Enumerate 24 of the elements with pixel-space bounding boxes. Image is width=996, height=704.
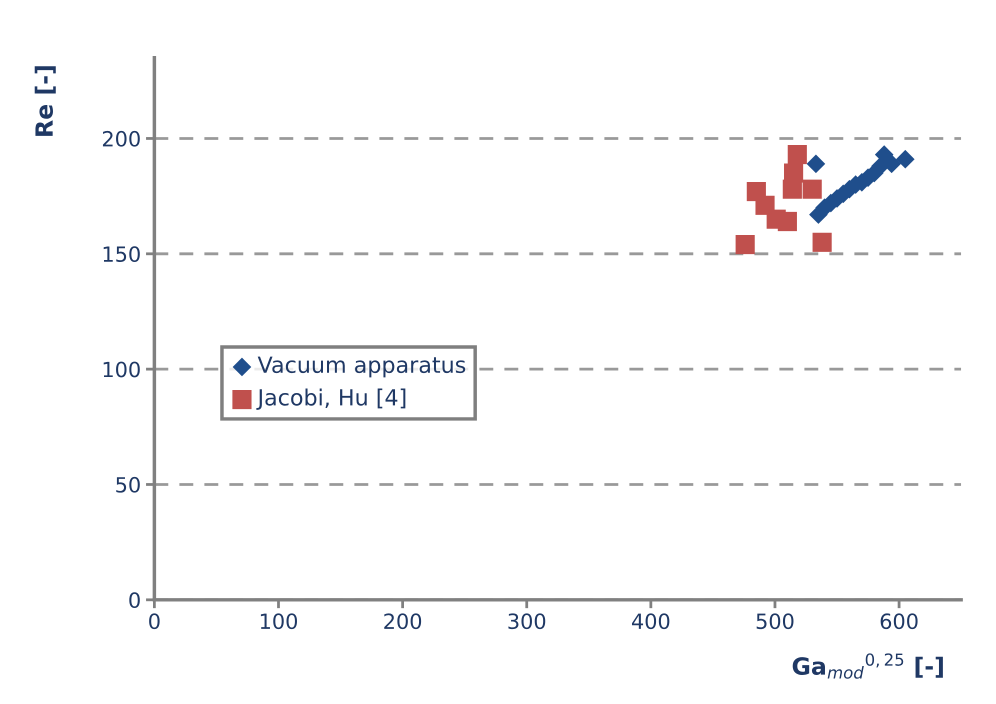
point [806, 154, 826, 174]
x-tick-label: 400 [632, 613, 670, 630]
x-tick-label: 500 [756, 613, 794, 630]
x-tick-label: 600 [880, 613, 918, 630]
x-tick-label: 200 [384, 613, 422, 630]
point [784, 163, 804, 183]
point [736, 235, 755, 254]
point [802, 180, 822, 199]
y-tick-label: 100 [104, 362, 140, 378]
y-tick-label: 200 [102, 130, 140, 147]
point [778, 212, 797, 232]
point [896, 150, 915, 169]
point [812, 232, 832, 252]
y-axis-title: Re [-] [34, 66, 56, 136]
legend-label: Jacobi, Hu [4] [256, 388, 406, 410]
y-tick-label: 50 [116, 476, 140, 493]
point [788, 145, 807, 164]
x-tick-label: 100 [260, 613, 297, 630]
x-axis-title: Ga$_{mod}$$^{0,25}$ [-] [792, 653, 943, 679]
y-tick-label: 150 [104, 246, 140, 262]
x-tick-label: 300 [508, 613, 546, 630]
y-tick-label: 0 [129, 592, 140, 608]
x-tick-label: 0 [149, 613, 160, 630]
legend-label: Vacuum apparatus [258, 356, 466, 378]
